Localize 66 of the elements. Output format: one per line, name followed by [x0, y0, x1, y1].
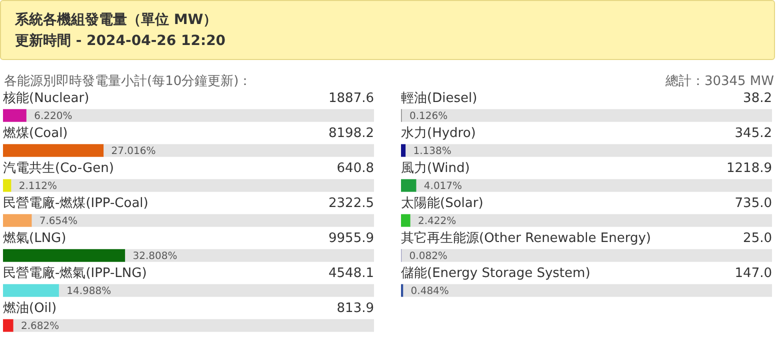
annotation: 1218.9 [726, 160, 772, 176]
bar [401, 144, 406, 157]
annotation: 1887.6 [328, 90, 374, 106]
y-tick-label: 其它再生能源(Other Renewable Energy) [401, 230, 651, 246]
y-tick-label: 輕油(Diesel) [401, 90, 478, 106]
data-label: 2.112% [18, 181, 57, 192]
bar [401, 214, 410, 227]
bar [58, 284, 374, 297]
annotation: 8198.2 [328, 126, 374, 141]
data-label: 0.082% [409, 251, 448, 262]
bar [401, 109, 772, 122]
y-tick-label: 燃油(Oil) [3, 300, 57, 316]
data-label: 6.220% [34, 111, 72, 122]
annotation: 640.8 [336, 160, 374, 176]
data-label: 0.484% [410, 286, 449, 298]
bar [3, 319, 14, 332]
y-tick-label: 核能(Nuclear) [2, 90, 90, 106]
annotation: 147.0 [734, 266, 772, 281]
y-tick-label: 太陽能(Solar) [401, 196, 484, 211]
chart-subtitle: 更新時間 - 2024-04-26 12:20 [15, 32, 226, 50]
annotation: 各能源別即時發電量小計(每10分鐘更新)： [4, 73, 252, 90]
annotation: 345.2 [734, 126, 772, 141]
bar [410, 214, 772, 227]
y-tick-label: 民營電廠-燃煤(IPP-Coal) [3, 196, 148, 211]
annotation: 總計：30345 MW [665, 73, 774, 90]
bar [402, 284, 772, 297]
data-label: 14.988% [66, 286, 112, 298]
annotation: 9955.9 [328, 230, 374, 246]
bar [31, 214, 374, 227]
bar [124, 249, 374, 262]
annotation: 4548.1 [328, 266, 374, 281]
y-tick-label: 汽電共生(Co-Gen) [3, 160, 114, 176]
y-tick-label: 民營電廠-燃氣(IPP-LNG) [3, 266, 147, 281]
bar [102, 144, 374, 157]
data-label: 7.654% [39, 216, 78, 228]
bar [3, 144, 104, 157]
y-tick-label: 風力(Wind) [401, 160, 470, 176]
data-label: 0.126% [409, 111, 448, 122]
bar [404, 144, 772, 157]
bar [401, 179, 416, 192]
bar [3, 284, 59, 297]
bar [10, 179, 374, 192]
data-label: 27.016% [111, 146, 156, 158]
data-label: 2.682% [20, 321, 60, 332]
bar [3, 179, 12, 192]
y-tick-label: 燃氣(LNG) [3, 230, 66, 246]
annotation: 813.9 [336, 300, 374, 316]
data-label: 32.808% [132, 251, 178, 262]
bar [3, 109, 26, 122]
bar [26, 109, 374, 122]
bar [3, 249, 126, 262]
annotation: 735.0 [734, 196, 772, 211]
y-tick-label: 水力(Hydro) [401, 126, 476, 141]
data-label: 4.017% [424, 181, 462, 192]
bar [401, 249, 772, 262]
data-label: 1.138% [413, 146, 452, 158]
y-tick-label: 燃煤(Coal) [3, 126, 68, 141]
bar [12, 319, 374, 332]
y-tick-label: 儲能(Energy Storage System) [401, 266, 590, 281]
annotation: 2322.5 [328, 196, 374, 211]
annotation: 38.2 [743, 90, 772, 106]
bar [3, 214, 32, 227]
data-label: 2.422% [418, 216, 456, 228]
bar [416, 179, 772, 192]
annotation: 25.0 [743, 230, 772, 246]
chart-title: 系統各機組發電量（單位 MW） [15, 11, 218, 29]
